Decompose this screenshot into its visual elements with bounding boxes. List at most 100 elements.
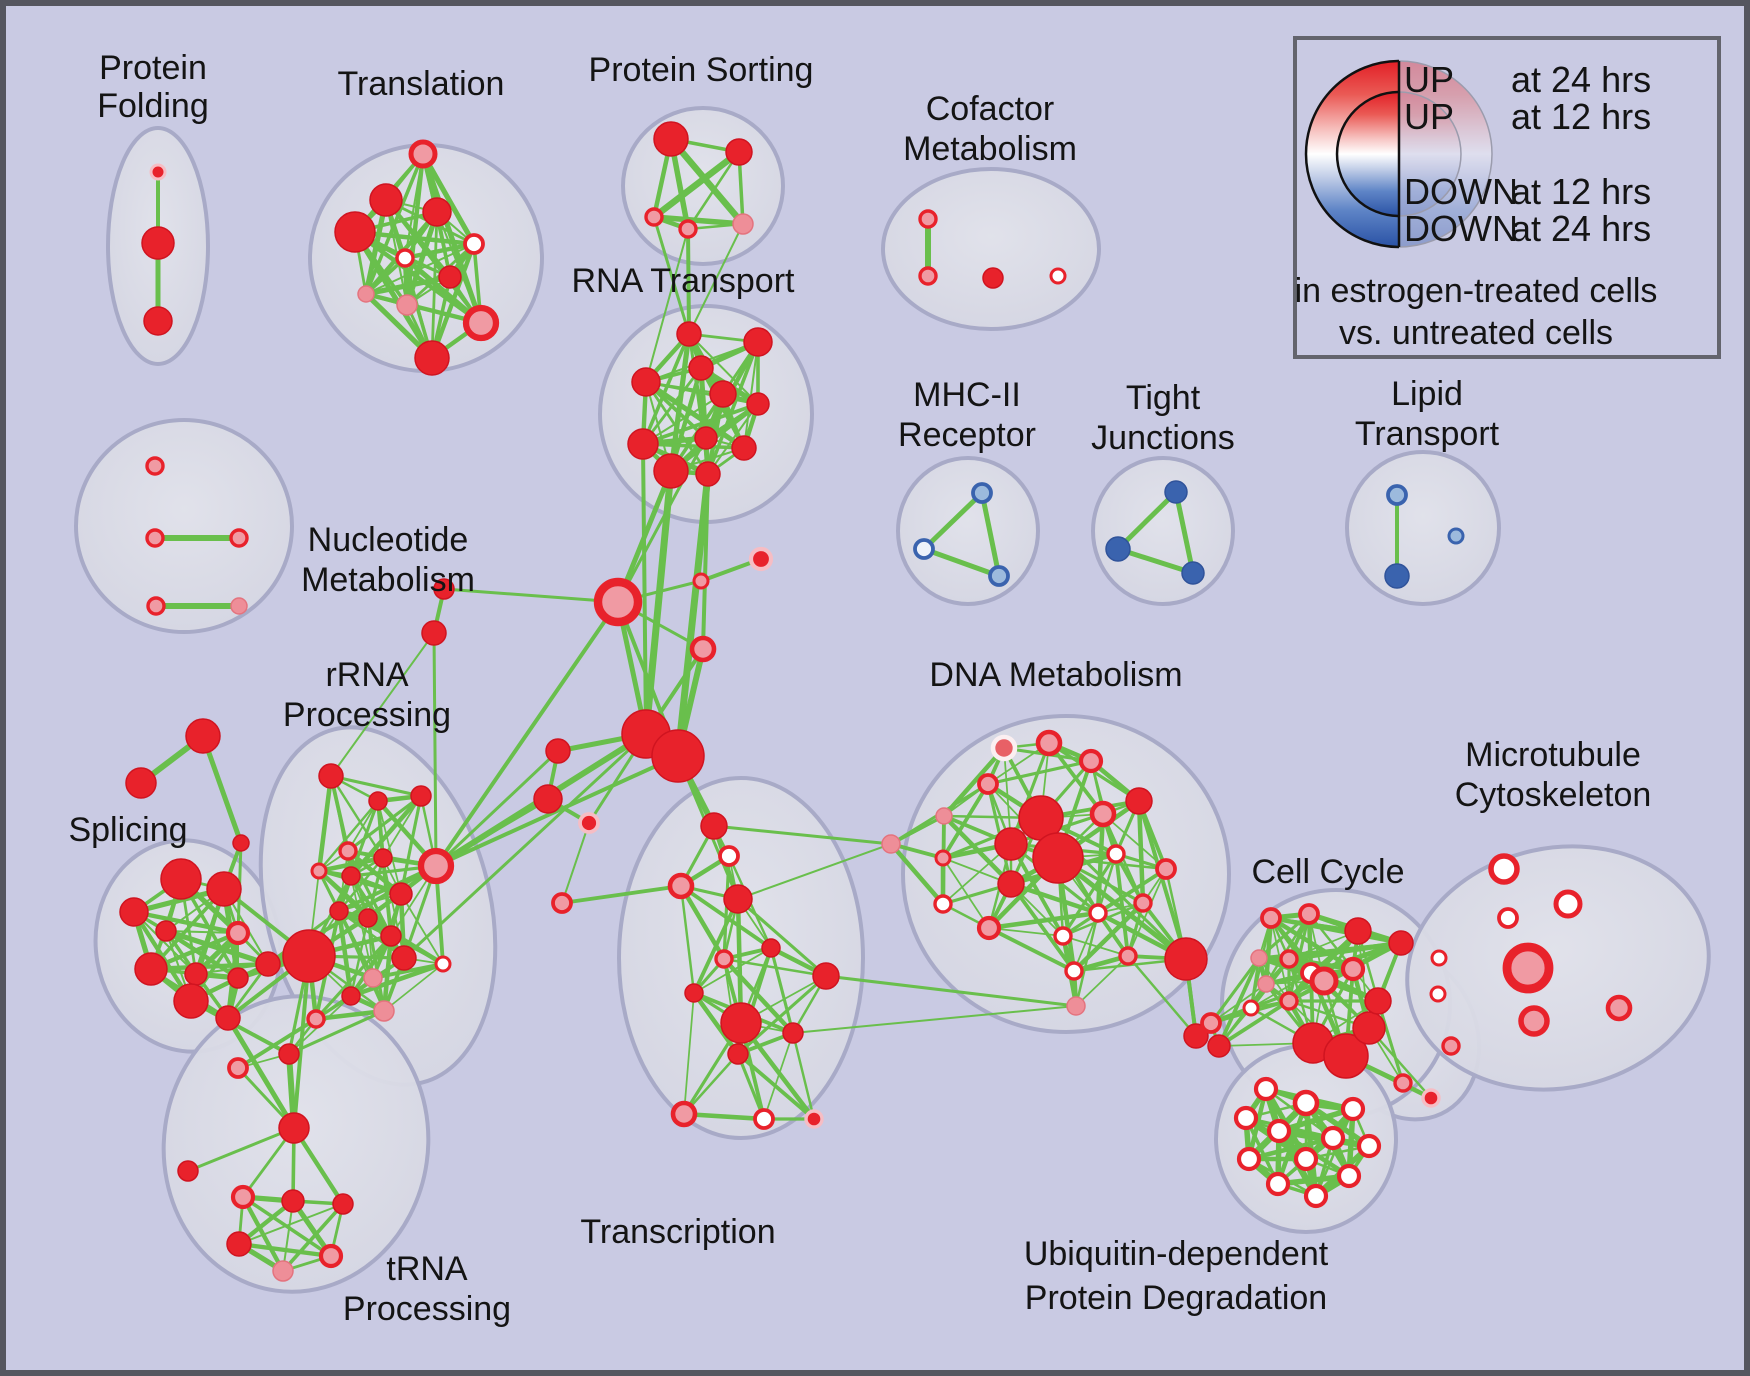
gene-node-white-ring-microtubule-cytoskeleton <box>1497 907 1519 929</box>
legend-time-3: at 24 hrs <box>1511 208 1651 249</box>
gene-node-red-rrna-processing <box>380 925 402 947</box>
edge <box>163 928 271 967</box>
gene-node-pink-halo-transcription <box>804 1109 824 1129</box>
gene-node-pink-ring-dna-metabolism <box>1133 893 1153 913</box>
gene-node-red-protein-sorting <box>725 138 753 166</box>
edge <box>400 893 444 965</box>
gene-node-white-ring-microtubule-cytoskeleton <box>1430 949 1448 967</box>
edge <box>736 1052 766 1121</box>
network-diagram: Protein Folding Translation Protein Sorting… <box>68 36 1721 1328</box>
cluster-label-cell-cycle: Cell Cycle <box>1251 853 1404 891</box>
gene-node-white-ring-transcription <box>753 1108 775 1130</box>
edge <box>686 150 741 231</box>
legend-direction-3: DOWN <box>1404 208 1518 249</box>
edge <box>986 759 1093 786</box>
cluster-labels-layer: Protein Folding Translation Protein Sorting… <box>68 49 1651 1328</box>
gene-node-white-ring-translation <box>463 233 485 255</box>
edge <box>330 632 435 777</box>
edge <box>186 1126 296 1173</box>
edge <box>692 897 740 995</box>
edge <box>616 436 708 604</box>
gene-node-red-dna-metabolism <box>1164 937 1208 981</box>
cluster-label-lipid-transport: Lipid Transport <box>1355 375 1500 453</box>
gene-node-white-ring-ubiquitin-degradation <box>1336 1163 1362 1189</box>
cluster-label-nucleotide-metabolism: Nucleotide Metabolism <box>301 521 475 599</box>
cluster-bubble-protein-sorting <box>621 106 785 266</box>
edge <box>941 782 990 860</box>
cluster-label-protein-folding: Protein Folding <box>97 49 209 125</box>
gene-node-pink-ring-cofactor-metabolism <box>918 266 938 286</box>
edge <box>1075 955 1129 1007</box>
gene-node-red-trna-processing <box>278 1112 310 1144</box>
gene-node-white-ring-dna-metabolism <box>1053 926 1073 946</box>
cluster-label-dna-metabolism: DNA Metabolism <box>929 656 1182 694</box>
edge <box>651 214 746 227</box>
edge <box>988 927 1064 937</box>
gene-node-red-cell-cycle <box>1364 987 1392 1015</box>
edge <box>1246 1135 1336 1162</box>
legend-outer-left-arc <box>1304 59 1400 249</box>
gene-node-red-cofactor-metabolism <box>982 267 1004 289</box>
edge <box>1114 852 1130 958</box>
gene-node-pink-ring-central-hub <box>692 572 710 590</box>
gene-node-red-rna-transport <box>631 367 661 397</box>
edge <box>1061 852 1118 938</box>
gene-node-red-rrna-processing <box>389 882 413 906</box>
gene-node-white-ring-ubiquitin-degradation <box>1356 1133 1382 1159</box>
edge <box>1209 956 1261 1025</box>
gene-node-red-splicing <box>227 967 249 989</box>
gene-node-pink-translation <box>357 285 375 303</box>
gene-node-pink-ring-rrna-processing <box>338 841 358 861</box>
edge <box>1210 983 1267 1024</box>
cluster-label-translation: Translation <box>338 65 505 103</box>
legend-direction-2: DOWN <box>1404 171 1518 212</box>
gene-node-red-transcription <box>812 962 840 990</box>
edge <box>763 1032 794 1120</box>
edge <box>736 897 828 978</box>
gene-node-red-protein-folding <box>143 306 173 336</box>
gene-node-red-pink-central-hub <box>593 577 643 627</box>
gene-node-pink-ring-dna-metabolism <box>1089 800 1117 828</box>
gene-node-pink-halo-central-hub <box>578 812 600 834</box>
edge <box>338 910 385 1012</box>
gene-node-white-ring-rrna-processing <box>434 955 452 973</box>
gene-node-white-ring-ubiquitin-degradation <box>1233 1105 1259 1131</box>
gene-node-red-splicing <box>173 983 209 1019</box>
edge <box>650 148 743 221</box>
edge <box>282 1200 294 1272</box>
gene-node-red-dna-metabolism <box>1125 787 1153 815</box>
edge <box>712 824 893 846</box>
legend-inner-left-arc <box>1335 90 1400 218</box>
gene-node-white-ring-microtubule-cytoskeleton <box>1488 853 1520 885</box>
edge <box>317 799 380 873</box>
gene-node-white-ring-cofactor-metabolism <box>1049 267 1067 285</box>
edge <box>402 732 648 960</box>
edge <box>682 1052 740 1116</box>
edge <box>352 229 435 361</box>
gene-node-pink-ring-transcription <box>714 949 734 969</box>
cluster-bubble-microtubule-cytoskeleton <box>1405 844 1711 1092</box>
gene-node-red-dna-metabolism <box>1032 832 1084 884</box>
cluster-label-cofactor-metabolism: Cofactor Metabolism <box>903 90 1077 168</box>
gene-node-pink-ring-cell-cycle <box>1298 903 1320 925</box>
edge <box>329 774 385 860</box>
gene-node-white-halo-dna-metabolism <box>990 734 1018 762</box>
gene-node-red-transcription <box>782 1022 804 1044</box>
legend-outer-right-arc <box>1398 60 1493 248</box>
gene-node-pink-ring-cell-cycle <box>1393 1073 1413 1093</box>
gene-node-pink-ring-translation <box>408 139 438 169</box>
edge <box>679 884 773 950</box>
gene-node-red-dna-metabolism <box>997 870 1025 898</box>
gene-node-white-ring-dna-metabolism <box>933 894 953 914</box>
gene-node-pink-ring-nucleotide-metabolism <box>229 528 249 548</box>
gene-node-red-rrna-processing <box>410 785 432 807</box>
gene-node-red-central-hub <box>433 578 455 600</box>
edge <box>189 999 291 1056</box>
gene-node-pink-halo-cell-cycle <box>1421 1088 1441 1108</box>
gene-node-red-rrna-processing <box>341 866 361 886</box>
edge <box>683 992 695 1115</box>
edge <box>560 884 683 905</box>
gene-node-red-rrna-processing <box>358 908 378 928</box>
edge <box>691 990 741 1057</box>
gene-node-white-ring-dna-metabolism <box>1106 844 1126 864</box>
